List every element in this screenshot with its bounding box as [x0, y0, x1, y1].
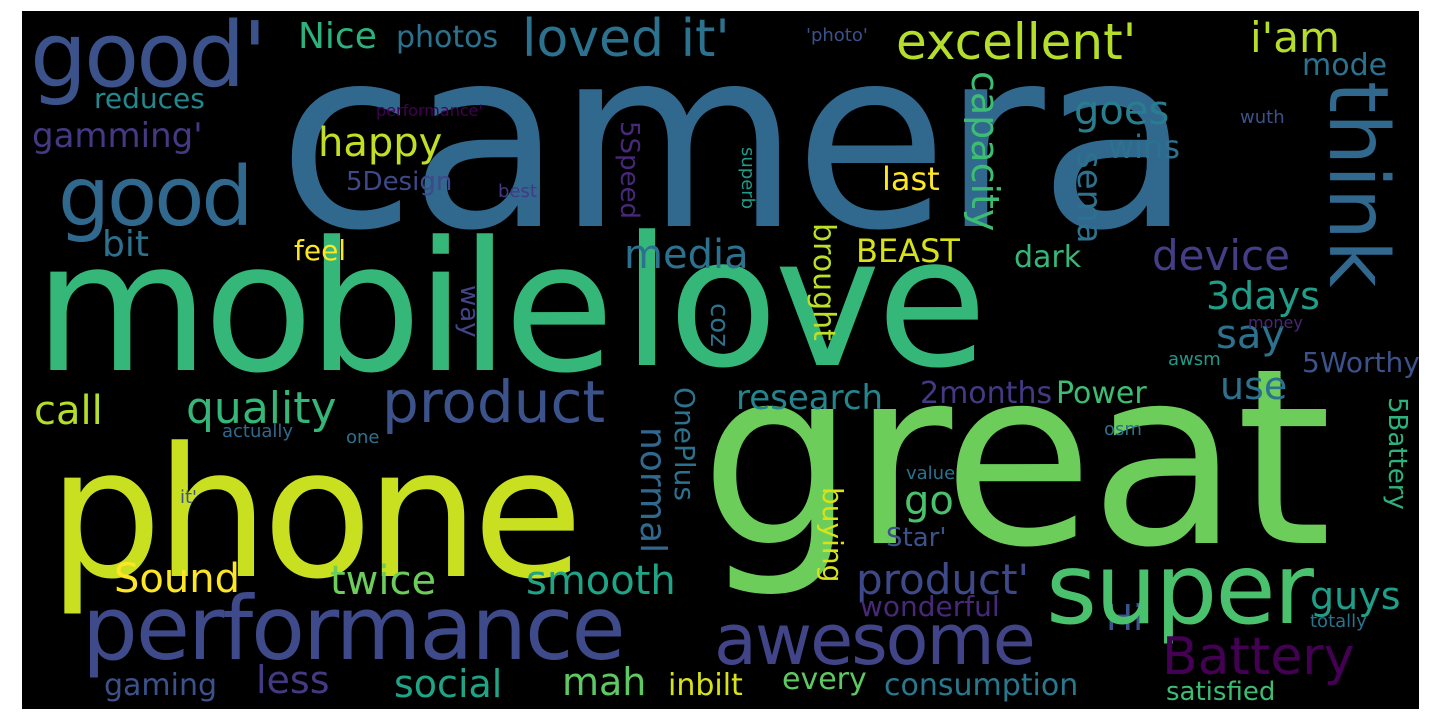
- word-wonderful: wonderful: [860, 590, 1000, 623]
- word-gamming-quote: gamming': [32, 116, 203, 156]
- word-beast: BEAST: [856, 232, 960, 270]
- word-satisfied: satisfied: [1166, 677, 1276, 707]
- word-awesome: awesome: [714, 599, 1036, 681]
- word-call: call: [34, 388, 103, 434]
- word-social: social: [394, 662, 503, 706]
- word-think: think: [1310, 81, 1405, 288]
- word-love: love: [622, 199, 987, 408]
- word-say: say: [1216, 312, 1286, 358]
- word-coz: coz: [704, 303, 734, 347]
- word-excellent-quote: excellent': [896, 13, 1137, 71]
- word-normal: normal: [632, 427, 673, 554]
- word-star-quote: Star': [886, 523, 947, 553]
- word-bit: bit: [102, 224, 149, 265]
- word-last: last: [882, 160, 940, 198]
- word-great: great: [700, 316, 1332, 601]
- word-mode: mode: [1302, 48, 1388, 83]
- word-quality: quality: [186, 383, 337, 434]
- word-twice: twice: [330, 558, 437, 604]
- word-sema: sema: [1069, 151, 1109, 244]
- word-photos: photos: [396, 20, 499, 55]
- word-goes: goes: [1074, 88, 1170, 134]
- word-money: money: [1248, 313, 1303, 332]
- word-product: product: [382, 368, 606, 436]
- word-5worthy: 5Worthy: [1302, 346, 1419, 379]
- word-inbilt: inbilt: [668, 668, 743, 703]
- word-5speed: 5Speed: [614, 121, 644, 220]
- word-iam: i'am: [1250, 13, 1340, 62]
- word-3days: 3days: [1206, 274, 1320, 318]
- word-phone: phone: [48, 410, 583, 619]
- word-go: go: [904, 478, 954, 524]
- word-research: research: [736, 378, 884, 418]
- word-consumption: consumption: [884, 668, 1079, 703]
- word-gaming: gaming: [104, 668, 218, 703]
- word-feel: feel: [294, 234, 347, 267]
- word-wuth: wuth: [1240, 107, 1285, 128]
- word-smooth: smooth: [526, 558, 676, 604]
- word-capacity: capacity: [963, 71, 1007, 232]
- word-mah: mah: [562, 660, 647, 704]
- word-use: use: [1220, 364, 1288, 408]
- word-guys: guys: [1310, 574, 1401, 618]
- word-mobile: mobile: [34, 204, 614, 413]
- word-hi: Hi: [1106, 598, 1144, 639]
- word-2months: 2months: [920, 376, 1053, 411]
- word-actually: actually: [222, 421, 294, 442]
- word-value: value: [906, 463, 956, 484]
- word-less: less: [256, 658, 330, 702]
- word-product-quote: product': [856, 555, 1030, 604]
- word-good-quote: good': [30, 11, 267, 108]
- word-one: one: [346, 427, 380, 448]
- word-performance: performance: [82, 577, 626, 680]
- word-every: every: [782, 662, 867, 697]
- word-battery: Battery: [1162, 627, 1355, 687]
- word-5battery: 5Battery: [1382, 397, 1412, 510]
- word-brought: brought: [806, 223, 841, 341]
- word-superb: superb: [737, 147, 758, 210]
- word-loved-it: loved it': [522, 11, 730, 69]
- word-sound: Sound: [114, 556, 240, 602]
- word-oneplus: OnePlus: [668, 387, 701, 502]
- word-it-quote: it': [180, 487, 198, 508]
- word-good: good: [58, 150, 253, 245]
- word-reduces: reduces: [94, 82, 205, 115]
- word-totally: totally: [1310, 611, 1367, 632]
- word-awsm: awsm: [1168, 349, 1221, 370]
- word-wins: wins: [1108, 128, 1181, 166]
- word-camera: camera: [278, 11, 1192, 285]
- word-way: way: [454, 285, 484, 338]
- word-super: super: [1046, 533, 1314, 647]
- word-cloud: camera mobile love great phone good' goo…: [22, 11, 1419, 709]
- word-device: device: [1152, 231, 1290, 280]
- word-power: Power: [1056, 376, 1147, 411]
- word-performance-quote: performance': [376, 101, 483, 120]
- word-nice: Nice: [298, 16, 377, 57]
- word-happy: happy: [318, 120, 443, 166]
- word-media: media: [624, 232, 749, 278]
- word-photo-quote: 'photo': [806, 25, 868, 46]
- word-dark: dark: [1014, 240, 1082, 275]
- word-osm: osm: [1104, 419, 1142, 440]
- word-buying: buying: [816, 487, 849, 583]
- word-best: best: [498, 181, 537, 202]
- word-5design: 5Design: [346, 167, 453, 197]
